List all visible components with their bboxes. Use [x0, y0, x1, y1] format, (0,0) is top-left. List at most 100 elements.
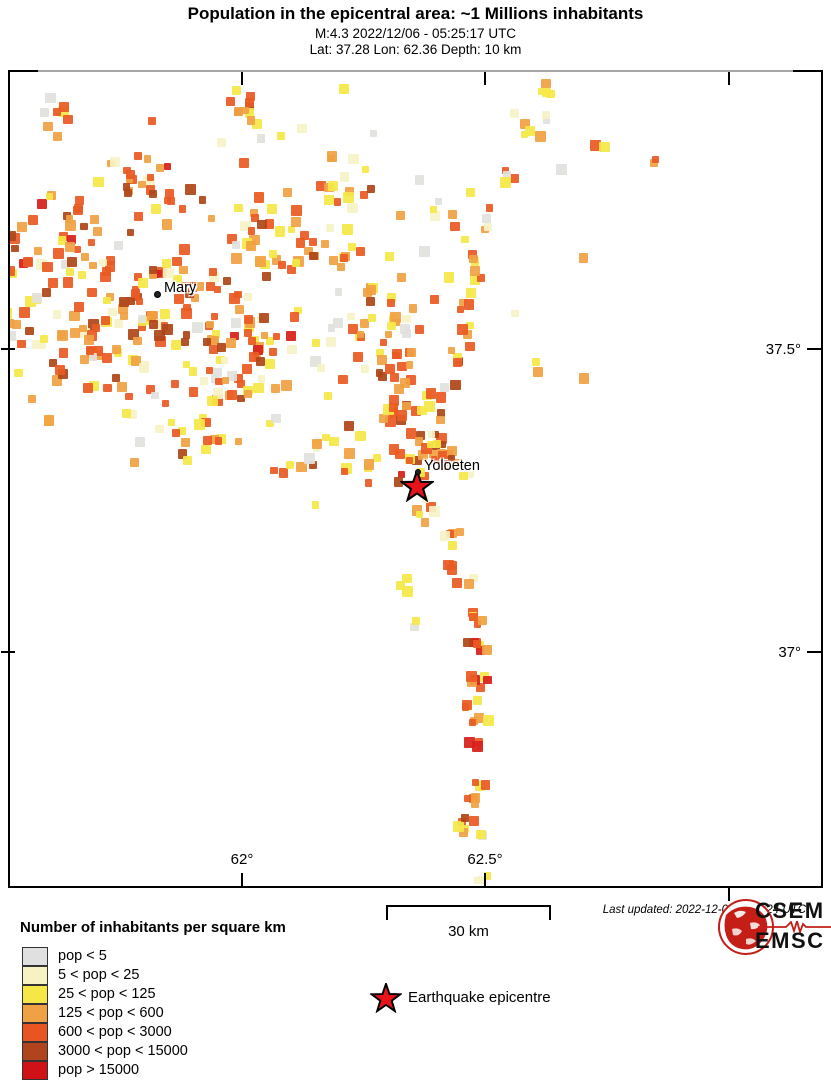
population-cell	[227, 390, 237, 401]
population-cell	[471, 800, 479, 808]
population-cell	[272, 333, 281, 341]
population-cell	[453, 357, 463, 367]
population-cell	[149, 320, 159, 330]
population-cell	[394, 384, 405, 395]
population-cell	[402, 314, 411, 324]
population-cell	[243, 390, 252, 399]
population-cell	[380, 338, 388, 346]
population-cell	[27, 395, 36, 404]
population-cell	[418, 245, 430, 257]
population-cell	[411, 406, 421, 416]
population-cell	[58, 348, 68, 358]
legend-label: pop < 5	[58, 948, 107, 964]
population-cell	[214, 377, 223, 386]
population-cell	[326, 224, 335, 233]
lat-tick-left-37	[1, 651, 15, 653]
population-cell	[436, 392, 447, 403]
population-cell	[377, 354, 388, 365]
population-cell	[43, 415, 55, 426]
population-cell	[231, 317, 242, 328]
population-cell	[245, 97, 255, 107]
population-cell	[304, 453, 315, 465]
lon-label-62p5: 62.5°	[467, 851, 503, 868]
population-cell	[162, 259, 171, 268]
population-cell	[117, 303, 128, 314]
population-cell	[10, 307, 12, 319]
population-cell	[452, 458, 463, 469]
population-cell	[162, 267, 174, 279]
population-cell	[430, 211, 441, 222]
population-cell	[39, 107, 50, 118]
population-cell	[164, 162, 172, 170]
population-cell	[244, 329, 253, 338]
population-cell	[246, 116, 256, 125]
population-cell	[146, 384, 156, 395]
population-cell	[126, 296, 136, 306]
population-cell	[256, 134, 265, 143]
population-cell	[291, 259, 300, 268]
population-cell	[79, 325, 87, 333]
population-cell	[41, 287, 51, 297]
population-cell	[148, 117, 157, 125]
population-cell	[143, 155, 152, 163]
population-cell	[231, 86, 241, 96]
population-cell	[531, 357, 540, 367]
population-cell	[347, 202, 358, 214]
population-cell	[236, 379, 246, 389]
population-cell	[385, 252, 395, 262]
population-cell	[41, 261, 53, 273]
population-cell	[160, 309, 170, 319]
population-cell	[253, 382, 264, 394]
population-cell	[261, 271, 271, 281]
population-cell	[599, 141, 611, 153]
population-cell	[309, 251, 318, 260]
population-cell	[165, 188, 175, 198]
population-cell	[84, 335, 94, 345]
population-cell	[652, 156, 660, 164]
population-cell	[415, 511, 424, 519]
population-cell	[151, 391, 159, 400]
population-cell	[324, 392, 332, 401]
population-cell	[439, 382, 450, 393]
lon-tick-top-62	[241, 72, 243, 85]
population-cell	[200, 417, 211, 428]
population-cell	[92, 226, 103, 236]
population-cell	[138, 180, 147, 189]
population-cell	[37, 198, 48, 209]
population-cell	[243, 315, 254, 325]
population-cell	[410, 623, 419, 632]
population-cell	[259, 313, 270, 323]
population-cell	[211, 335, 220, 344]
population-cell	[321, 240, 330, 249]
population-cell	[156, 164, 164, 172]
population-cell	[287, 225, 296, 234]
epicenter-legend-star-icon	[368, 980, 404, 1014]
population-cell	[61, 260, 71, 270]
population-cell	[66, 235, 76, 245]
population-cell	[386, 292, 396, 302]
population-cell	[131, 289, 141, 299]
population-cell	[353, 352, 363, 362]
lon-tick-bottom-62	[241, 873, 243, 886]
population-cell	[148, 270, 157, 279]
population-cell	[179, 244, 190, 255]
population-cell	[245, 240, 256, 251]
population-cell	[79, 327, 90, 338]
population-cell	[131, 355, 142, 366]
population-cell	[85, 346, 95, 355]
legend-label: pop > 15000	[58, 1062, 140, 1078]
population-cell	[429, 206, 437, 214]
population-cell	[155, 424, 164, 434]
population-cell	[406, 375, 417, 386]
population-cell	[438, 440, 447, 448]
population-cell	[148, 189, 158, 199]
population-cell	[232, 241, 240, 250]
population-cell	[502, 170, 511, 179]
population-cell	[109, 156, 120, 167]
csem-emsc-logo: CSEM EMSC	[716, 894, 831, 960]
population-cell	[467, 677, 477, 688]
legend-swatch	[22, 985, 48, 1004]
population-cell	[406, 347, 417, 357]
population-cell	[322, 433, 331, 442]
population-cell	[482, 214, 492, 224]
